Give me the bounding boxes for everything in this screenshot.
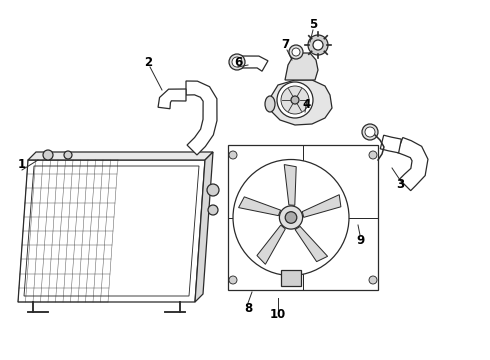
Circle shape [229, 151, 237, 159]
Circle shape [362, 124, 378, 140]
Polygon shape [284, 165, 296, 205]
Circle shape [291, 96, 299, 104]
Polygon shape [380, 135, 401, 153]
Bar [281, 270, 301, 286]
Polygon shape [238, 56, 268, 71]
Text: 3: 3 [396, 179, 404, 192]
Polygon shape [397, 138, 428, 191]
Circle shape [43, 150, 53, 160]
Circle shape [369, 276, 377, 284]
Polygon shape [186, 81, 217, 155]
Text: 7: 7 [281, 39, 289, 51]
Circle shape [281, 86, 309, 114]
Circle shape [233, 159, 349, 275]
Circle shape [369, 151, 377, 159]
Bar [228, 145, 378, 290]
Circle shape [289, 45, 303, 59]
Circle shape [285, 212, 297, 223]
Polygon shape [195, 152, 213, 302]
Polygon shape [28, 152, 213, 160]
Circle shape [292, 48, 300, 56]
Circle shape [229, 276, 237, 284]
Polygon shape [302, 195, 341, 217]
Circle shape [229, 54, 245, 70]
Circle shape [232, 57, 242, 67]
Polygon shape [270, 80, 332, 125]
Polygon shape [257, 225, 285, 264]
Circle shape [308, 35, 328, 55]
Circle shape [279, 206, 303, 229]
Polygon shape [285, 53, 318, 80]
Circle shape [365, 127, 375, 137]
Polygon shape [239, 197, 281, 216]
Text: 10: 10 [270, 309, 286, 321]
Text: 8: 8 [244, 302, 252, 315]
Text: 5: 5 [309, 18, 317, 31]
Text: 2: 2 [144, 55, 152, 68]
Polygon shape [158, 89, 186, 109]
Polygon shape [18, 160, 205, 302]
Polygon shape [295, 226, 328, 262]
Circle shape [207, 184, 219, 196]
Text: 9: 9 [356, 234, 364, 247]
Circle shape [277, 82, 313, 118]
Text: 1: 1 [18, 158, 26, 171]
Circle shape [64, 151, 72, 159]
Ellipse shape [265, 96, 275, 112]
Circle shape [313, 40, 323, 50]
Circle shape [208, 205, 218, 215]
Text: 6: 6 [234, 55, 242, 68]
Text: 4: 4 [303, 99, 311, 112]
